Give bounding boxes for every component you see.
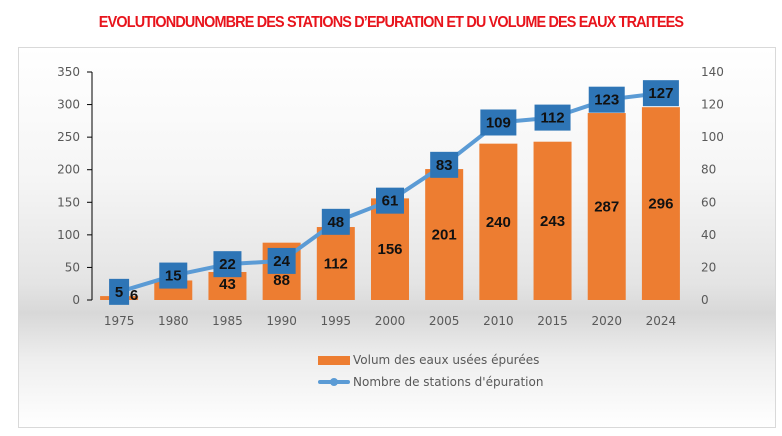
bar-data-label: 43 [219, 276, 236, 293]
line-data-label: 127 [648, 85, 673, 102]
line-label-box [109, 278, 130, 305]
line-label-box [430, 151, 459, 178]
y-right-tick-label: 20 [701, 260, 716, 274]
x-tick-label: 1975 [104, 314, 135, 328]
legend-label-volume: Volum des eaux usées épurées [353, 353, 540, 367]
y-right-tick-label: 120 [701, 98, 724, 112]
bar [587, 113, 626, 300]
line-data-label: 22 [219, 256, 236, 273]
x-tick-label: 1995 [321, 314, 352, 328]
x-tick-label: 2015 [537, 314, 568, 328]
line-label-box [376, 187, 404, 214]
line-label-box [642, 80, 679, 107]
line-data-label: 109 [486, 114, 511, 131]
y-left-tick-label: 250 [57, 130, 80, 144]
bar [641, 107, 680, 300]
bar-data-label: 6 [130, 287, 138, 304]
bar-data-label: 88 [273, 272, 290, 289]
y-left-tick-label: 300 [57, 98, 80, 112]
legend-item-volume[interactable]: Volum des eaux usées épurées [318, 349, 543, 371]
x-tick-label: 2010 [483, 314, 514, 328]
y-right-tick-label: 60 [701, 195, 716, 209]
y-right-tick-label: 40 [701, 228, 716, 242]
line-data-label: 15 [165, 268, 182, 285]
y-left-tick-label: 100 [57, 228, 80, 242]
line-data-label: 5 [115, 284, 123, 301]
legend-label-stations: Nombre de stations d'épuration [353, 375, 544, 389]
y-left-tick-label: 350 [57, 65, 80, 79]
bar-data-label: 287 [594, 199, 619, 216]
y-right-tick-label: 80 [701, 163, 716, 177]
line-label-box [267, 247, 296, 274]
bar [479, 143, 518, 300]
legend: Volum des eaux usées épurées Nombre de s… [318, 349, 543, 393]
line-label-box [480, 109, 517, 136]
line-label-box [321, 208, 350, 235]
bar-data-label: 240 [486, 214, 511, 231]
legend-item-stations[interactable]: Nombre de stations d'épuration [318, 371, 543, 393]
x-tick-label: 1985 [212, 314, 243, 328]
y-left-tick-label: 200 [57, 163, 80, 177]
bar [371, 198, 409, 300]
y-right-tick-label: 140 [701, 65, 724, 79]
bar [316, 227, 355, 300]
line-data-label: 123 [594, 92, 619, 109]
line-label-box [588, 86, 625, 113]
line-data-label: 83 [436, 157, 453, 174]
bar-data-label: 201 [432, 227, 457, 244]
x-tick-label: 2020 [591, 314, 622, 328]
y-right-tick-label: 100 [701, 130, 724, 144]
x-tick-label: 2005 [429, 314, 460, 328]
line-data-label: 112 [540, 110, 564, 127]
line-data-label: 61 [382, 193, 399, 210]
bar-data-label: 156 [377, 241, 402, 258]
bar-data-label: 243 [540, 213, 565, 230]
legend-swatch-line [318, 377, 350, 387]
bar [533, 141, 572, 300]
legend-swatch-bar [318, 355, 350, 365]
x-tick-label: 1980 [158, 314, 189, 328]
y-left-tick-label: 50 [65, 260, 80, 274]
line-data-label: 24 [273, 253, 290, 270]
bar [425, 169, 464, 300]
bar-data-label: 296 [648, 196, 673, 213]
x-tick-label: 2024 [646, 314, 677, 328]
y-left-tick-label: 150 [57, 195, 80, 209]
y-left-tick-label: 0 [72, 293, 80, 307]
bar-data-label: 112 [324, 256, 348, 273]
x-tick-label: 1990 [266, 314, 297, 328]
x-tick-label: 2000 [375, 314, 406, 328]
line-label-box [213, 251, 242, 278]
line-data-label: 48 [327, 214, 344, 231]
line-label-box [159, 262, 188, 289]
line-label-box [534, 104, 571, 131]
y-right-tick-label: 0 [701, 293, 709, 307]
chart-title: EVOLUTIONDUNOMBRE DES STATIONS D’EPURATI… [98, 14, 684, 31]
